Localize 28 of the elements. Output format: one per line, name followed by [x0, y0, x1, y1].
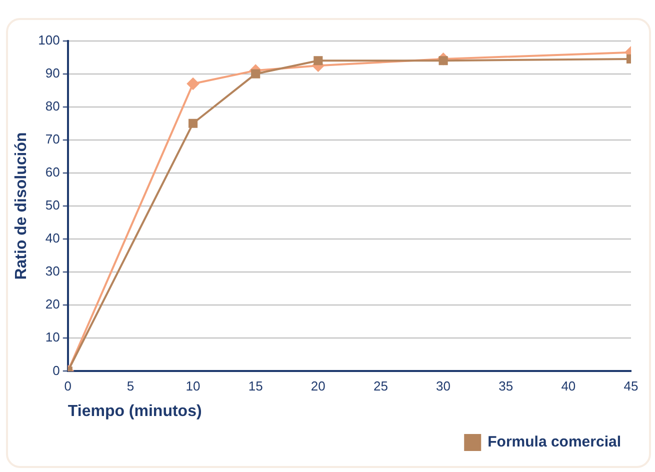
x-tick-label: 0	[64, 378, 72, 394]
legend-label: Formula comercial	[488, 434, 622, 451]
x-tick-label: 30	[436, 378, 451, 394]
x-tick-label: 35	[498, 378, 514, 394]
x-tick-label: 40	[561, 378, 576, 394]
x-tick-label: 10	[186, 378, 200, 394]
y-tick-label: 30	[45, 264, 60, 279]
y-tick-label: 60	[45, 164, 60, 180]
y-tick-label: 70	[45, 132, 60, 146]
y-tick-label: 80	[45, 98, 60, 114]
point	[251, 69, 260, 78]
x-tick-label: 15	[248, 378, 263, 394]
x-tick-label: 5	[126, 378, 134, 394]
x-tick-label: 25	[373, 378, 388, 394]
point	[187, 78, 200, 90]
y-tick-label: 0	[52, 362, 60, 378]
point	[188, 118, 198, 128]
y-tick-label: 10	[45, 330, 60, 345]
x-tick-label: 20	[310, 378, 326, 394]
y-axis-title: Ratio de disolución	[13, 132, 30, 280]
x-tick-label: 45	[624, 378, 638, 394]
y-tick-label: 20	[45, 296, 60, 312]
y-tick-label: 90	[45, 65, 60, 80]
x-axis-title: Tiempo (minutos)	[68, 402, 202, 420]
y-tick-label: 50	[45, 198, 60, 213]
point	[314, 56, 323, 66]
y-tick-label: 100	[38, 32, 60, 48]
y-tick-label: 40	[45, 230, 60, 246]
